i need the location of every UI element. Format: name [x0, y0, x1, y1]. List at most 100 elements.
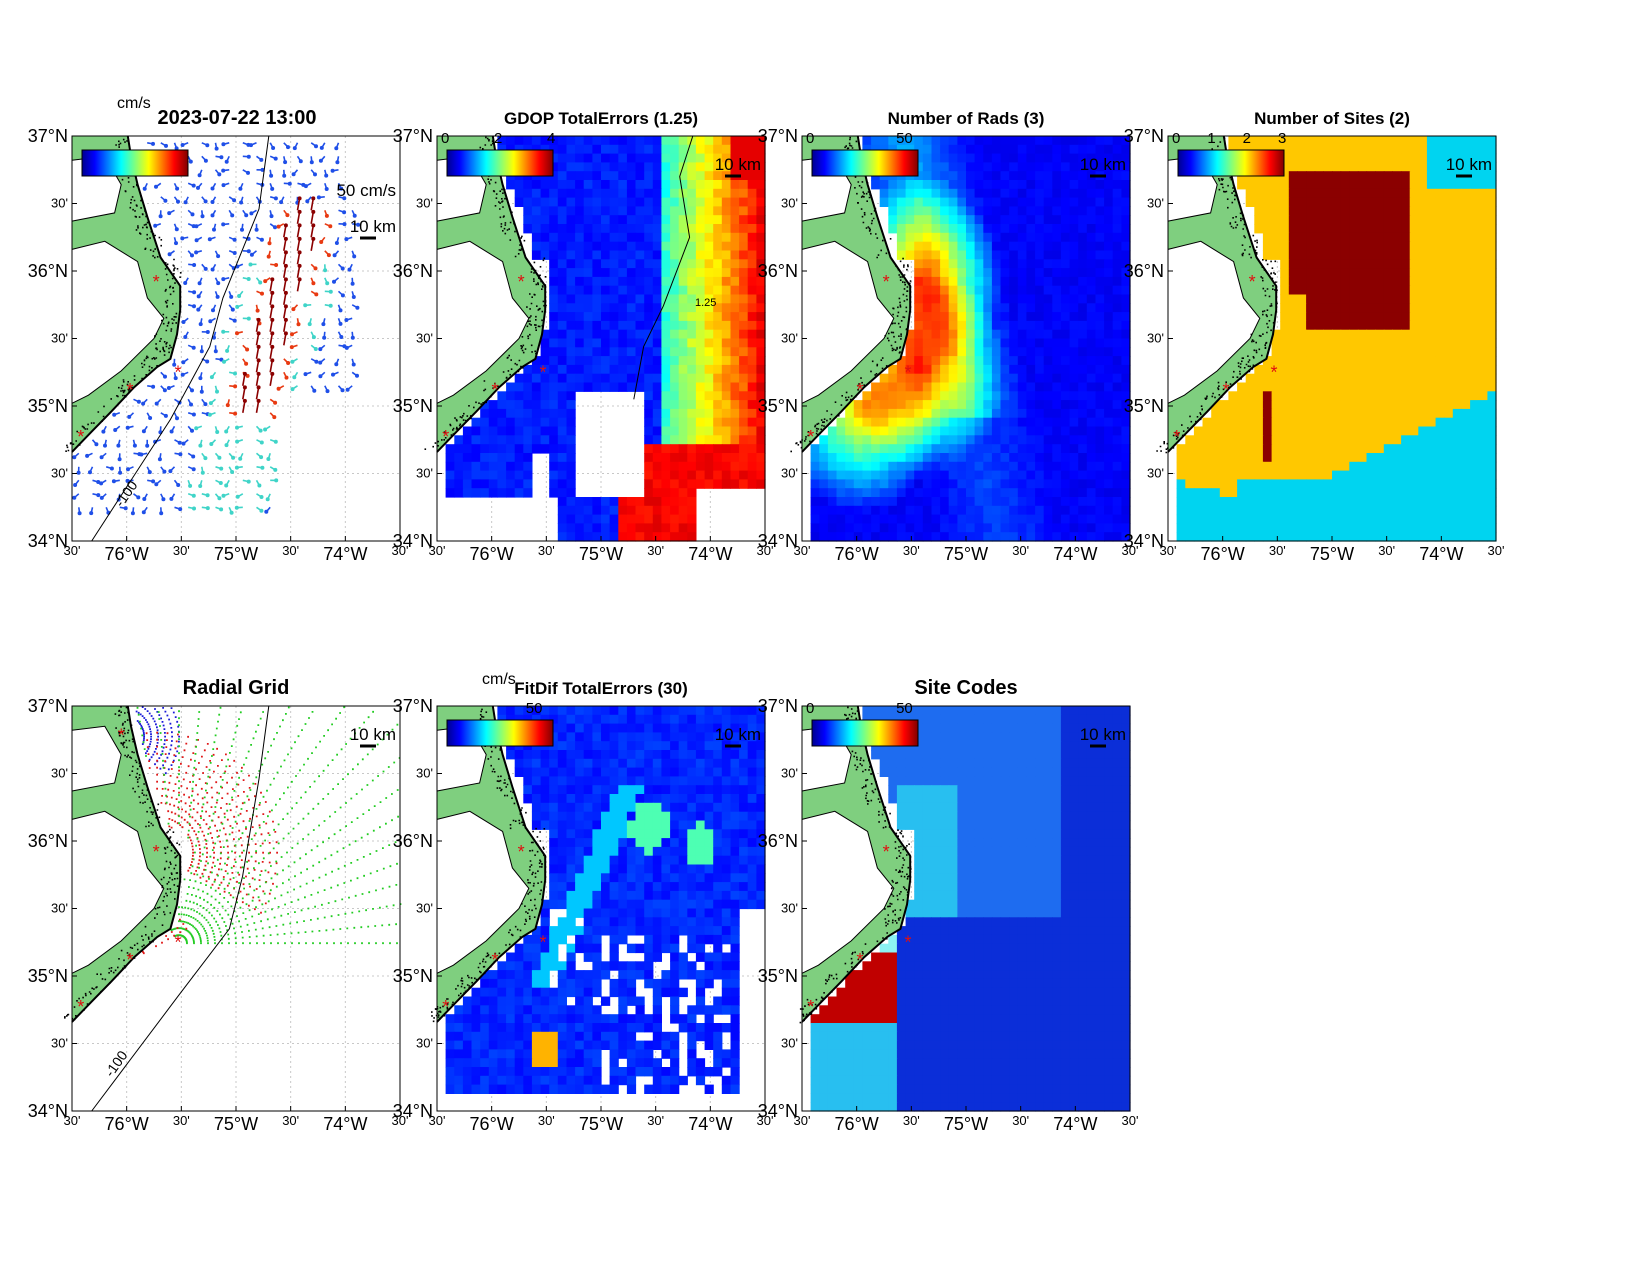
sites-cell [1349, 453, 1359, 463]
sites-cell [1237, 408, 1247, 419]
gdop-cell [618, 532, 628, 542]
gdop-cell [626, 171, 637, 181]
gdop-cell [583, 303, 593, 313]
rads-cell [922, 241, 932, 252]
current-vector [269, 306, 274, 319]
sites-cell [1245, 532, 1255, 542]
rads-cell [1060, 497, 1071, 507]
rads-cell [966, 312, 976, 322]
current-vector-head [224, 483, 229, 488]
rads-cell [1052, 329, 1062, 340]
sites-cell [1409, 373, 1419, 384]
gdop-cell [652, 188, 662, 199]
rads-cell [1060, 171, 1071, 181]
gdop-cell [661, 382, 671, 392]
gdop-cell [618, 294, 628, 304]
sites-cell [1383, 338, 1393, 348]
gdop-cell [575, 356, 585, 366]
gdop-cell [652, 400, 662, 410]
sites-cell [1237, 136, 1247, 146]
sites-cell [1366, 426, 1376, 436]
rads-cell [1035, 426, 1045, 436]
sites-cell [1254, 523, 1264, 533]
sites-cell [1297, 224, 1307, 234]
rads-cell [819, 461, 829, 472]
rads-cell [940, 523, 950, 533]
rads-cell [1095, 470, 1105, 480]
sites-cell [1262, 426, 1273, 436]
gdop-cell [497, 444, 507, 454]
gdop-cell [506, 426, 516, 436]
rads-cell [1052, 197, 1062, 207]
rads-cell [862, 417, 872, 428]
rads-cell [1035, 162, 1045, 172]
sites-cell [1245, 426, 1255, 436]
sites-cell [1357, 303, 1368, 313]
sites-cell [1392, 347, 1402, 357]
rads-cell [1104, 497, 1114, 507]
current-vector-head [344, 345, 349, 350]
rads-cell [1121, 453, 1131, 463]
gdop-cell [730, 364, 740, 375]
sites-cell [1409, 232, 1419, 243]
rads-cell [845, 523, 855, 533]
rads-cell [1035, 523, 1045, 533]
gdop-cell [531, 180, 542, 190]
rads-cell [940, 294, 950, 304]
rads-cell [1104, 294, 1114, 304]
sites-cell [1461, 373, 1471, 384]
sites-cell [1340, 224, 1350, 234]
sites-cell [1306, 215, 1316, 225]
gdop-cell [687, 364, 697, 375]
current-vector-head [148, 416, 153, 420]
sites-cell [1323, 497, 1333, 507]
gdop-cell [609, 136, 619, 146]
sites-cell [1383, 364, 1393, 375]
gdop-cell [514, 136, 524, 146]
rads-cell [1104, 144, 1114, 155]
rads-cell [810, 488, 820, 498]
sites-cell [1478, 356, 1488, 366]
sites-cell [1314, 338, 1324, 348]
sites-cell [1401, 461, 1411, 472]
sites-cell [1435, 136, 1445, 146]
current-vector-head [297, 236, 302, 241]
gdop-cell [747, 347, 757, 357]
rads-cell [983, 136, 993, 146]
rads-cell [1121, 364, 1131, 375]
current-vector-head [219, 155, 224, 160]
rads-cell [896, 532, 907, 542]
rads-cell [1035, 312, 1045, 322]
rads-cell [1069, 144, 1079, 155]
rads-cell [1104, 171, 1114, 181]
rads-cell [810, 470, 820, 480]
sites-cell [1314, 294, 1324, 304]
sites-cell [1314, 356, 1324, 366]
rads-cell [1043, 241, 1053, 252]
sites-cell [1349, 408, 1359, 419]
gdop-cell [566, 532, 576, 542]
rads-cell [1035, 382, 1045, 392]
rads-cell [974, 136, 984, 146]
sites-cell [1401, 408, 1411, 419]
current-vector-head [178, 452, 183, 457]
rads-cell [940, 435, 950, 445]
current-vector-head [297, 209, 302, 214]
gdop-cell [644, 162, 654, 172]
rads-cell [1052, 285, 1062, 296]
rads-cell [1078, 408, 1088, 419]
rads-cell [1078, 197, 1088, 207]
sites-cell [1487, 232, 1497, 243]
sites-cell [1332, 470, 1342, 480]
sites-cell [1228, 532, 1238, 542]
rads-cell [931, 505, 941, 516]
sites-cell [1306, 329, 1316, 340]
sites-cell [1366, 206, 1376, 216]
rads-cell [1035, 514, 1045, 524]
sites-cell [1297, 426, 1307, 436]
sites-cell [1357, 408, 1368, 419]
current-vector-head [291, 172, 296, 177]
gdop-cell [661, 505, 671, 516]
sites-cell [1435, 435, 1445, 445]
sites-cell [1228, 479, 1238, 489]
